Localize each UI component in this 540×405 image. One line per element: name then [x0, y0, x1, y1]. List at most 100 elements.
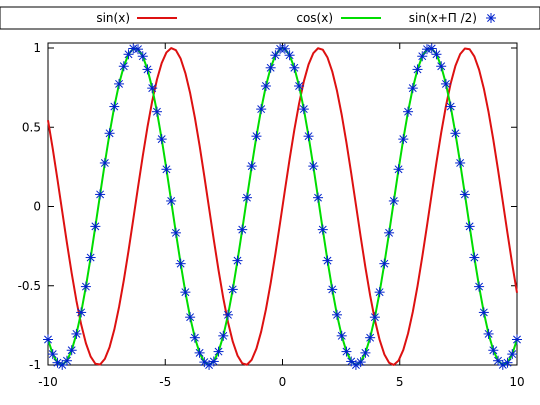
data-point: [412, 64, 423, 75]
series-layer: [43, 43, 522, 370]
data-point: [95, 189, 106, 200]
data-point: [194, 347, 205, 358]
data-point: [241, 192, 252, 203]
data-point: [308, 161, 319, 172]
data-point: [43, 334, 53, 345]
data-point: [265, 62, 276, 73]
data-point: [398, 134, 409, 145]
data-point: [322, 255, 333, 266]
data-point: [507, 349, 518, 360]
data-point: [57, 359, 68, 370]
data-point: [355, 357, 366, 368]
data-point: [331, 309, 342, 320]
data-point: [417, 51, 428, 62]
data-point: [502, 357, 513, 368]
x-tick-label: 5: [396, 375, 404, 389]
data-point: [156, 134, 167, 145]
data-point: [455, 157, 466, 168]
legend-label-cos: cos(x): [296, 11, 333, 25]
x-tick-label: 0: [279, 375, 287, 389]
data-point: [431, 49, 442, 60]
axis-tick-labels: -10 -5 0 5 10 -1 -0.5 0 0.5 1: [18, 41, 525, 389]
legend-frame: [0, 6, 540, 30]
data-point: [469, 252, 480, 263]
data-point: [85, 252, 96, 263]
data-point: [123, 49, 134, 60]
data-point: [66, 345, 77, 356]
data-point: [142, 64, 153, 75]
data-point: [109, 101, 120, 112]
data-point: [440, 78, 451, 89]
data-point: [512, 334, 522, 345]
data-point: [185, 312, 196, 323]
data-point: [279, 43, 290, 54]
data-point: [298, 104, 309, 115]
data-point: [161, 164, 172, 175]
data-point: [166, 195, 177, 206]
data-point: [218, 330, 229, 341]
x-tick-label: -10: [38, 375, 58, 389]
data-point: [369, 312, 380, 323]
data-point: [403, 106, 414, 117]
data-point: [284, 50, 295, 61]
data-point: [327, 284, 338, 295]
data-point: [52, 357, 63, 368]
data-point: [76, 307, 87, 318]
legend-swatch-sin-shift: [486, 13, 496, 23]
data-point: [270, 50, 281, 61]
data-point: [90, 221, 101, 232]
data-point: [450, 128, 461, 139]
data-point: [114, 78, 125, 89]
data-point: [313, 192, 324, 203]
data-point: [147, 83, 158, 94]
data-point: [61, 355, 72, 366]
y-tick-label: -1: [29, 358, 41, 372]
data-point: [232, 255, 243, 266]
data-point: [360, 347, 371, 358]
y-tick-label: 1: [33, 41, 41, 55]
data-point: [365, 332, 376, 343]
data-point: [346, 356, 357, 367]
data-point: [189, 332, 200, 343]
series-line-0: [47, 47, 518, 366]
legend: sin(x) cos(x) sin(x+Π /2): [0, 6, 540, 30]
data-point: [180, 287, 191, 298]
data-point: [388, 195, 399, 206]
data-point: [426, 43, 437, 54]
data-point: [474, 281, 485, 292]
data-point: [459, 189, 470, 200]
data-point: [303, 131, 314, 142]
data-point: [80, 281, 91, 292]
data-point: [464, 221, 475, 232]
data-point: [213, 346, 224, 357]
legend-label-sin: sin(x): [96, 11, 130, 25]
data-point: [384, 227, 395, 238]
data-point: [379, 258, 390, 269]
data-point: [260, 80, 271, 91]
data-point: [227, 284, 238, 295]
data-point: [133, 44, 144, 55]
data-point: [445, 101, 456, 112]
data-point: [341, 346, 352, 357]
data-point: [483, 328, 494, 339]
data-point: [208, 356, 219, 367]
data-point: [488, 345, 499, 356]
data-point: [170, 227, 181, 238]
data-point: [289, 62, 300, 73]
series-points-2: [43, 43, 522, 370]
data-point: [246, 161, 257, 172]
x-tick-label: -5: [159, 375, 171, 389]
data-point: [393, 164, 404, 175]
data-point: [175, 258, 186, 269]
y-tick-label: 0.5: [22, 120, 41, 134]
data-point: [478, 307, 489, 318]
data-point: [407, 83, 418, 94]
data-point: [128, 43, 139, 54]
y-tick-label: 0: [33, 200, 41, 214]
data-point: [118, 61, 129, 72]
data-point: [47, 349, 58, 360]
data-point: [71, 328, 82, 339]
data-point: [99, 157, 110, 168]
y-tick-label: -0.5: [18, 279, 41, 293]
